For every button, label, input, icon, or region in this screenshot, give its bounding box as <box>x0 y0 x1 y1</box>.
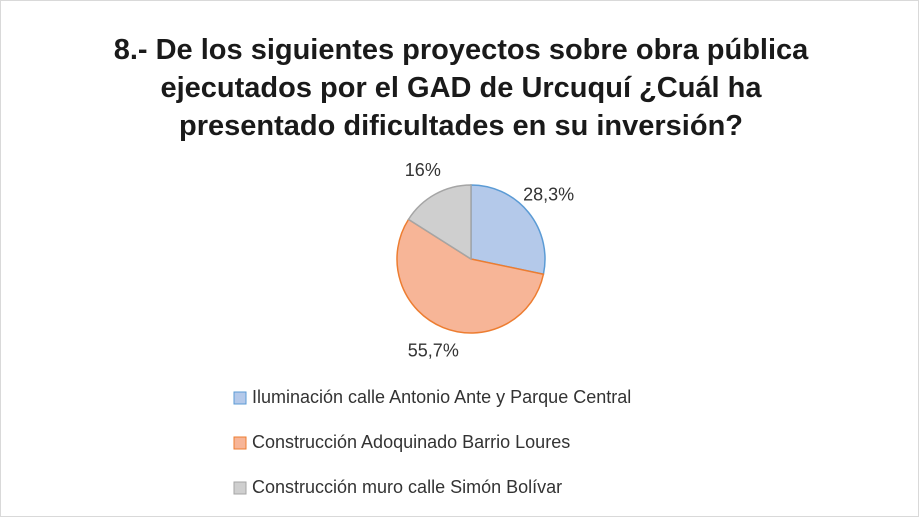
pie-slice <box>407 184 472 261</box>
legend-swatch <box>233 391 247 405</box>
legend-swatch <box>233 481 247 495</box>
data-label: 16% <box>405 160 441 180</box>
legend-label: Construcción Adoquinado Barrio Loures <box>252 432 570 452</box>
data-label: 55,7% <box>408 340 459 360</box>
chart-title: 8.- De los siguientes proyectos sobre ob… <box>113 34 809 142</box>
legend-label: Construcción muro calle Simón Bolívar <box>252 477 562 497</box>
pie-slice <box>396 218 545 334</box>
data-label: 28,3% <box>523 185 574 205</box>
legend-swatch <box>233 436 247 450</box>
legend-label: Iluminación calle Antonio Ante y Parque … <box>252 387 631 407</box>
pie-slice <box>470 184 546 276</box>
